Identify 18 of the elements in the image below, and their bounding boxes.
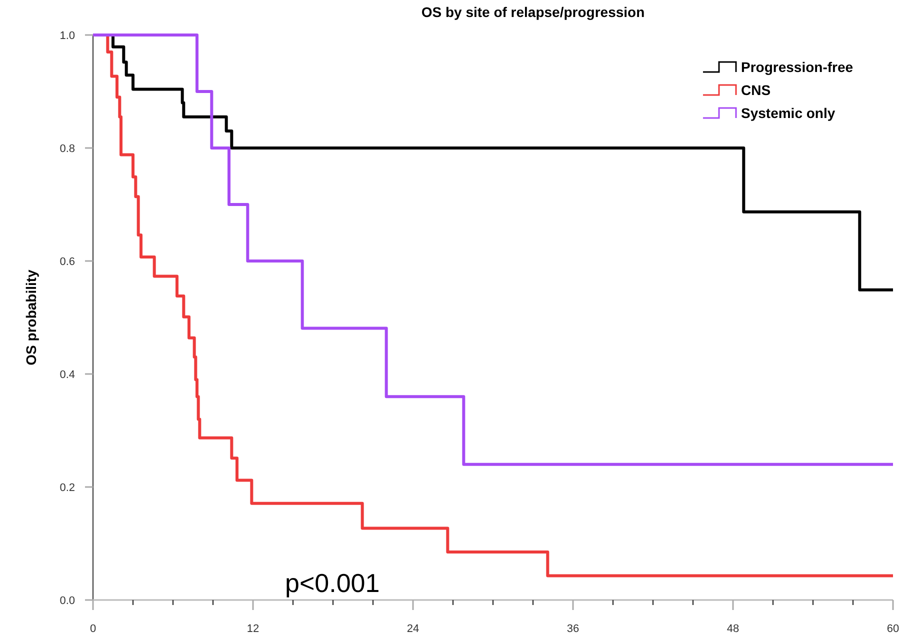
y-tick-label: 0.0 — [60, 595, 75, 607]
annotation: p<0.001 — [285, 568, 380, 598]
legend-label: CNS — [741, 82, 771, 98]
x-tick-label: 0 — [90, 623, 96, 635]
legend-label: Progression-free — [741, 59, 854, 75]
y-tick-label: 0.4 — [60, 369, 75, 381]
x-tick-label: 24 — [406, 623, 420, 635]
y-tick-label: 0.6 — [60, 256, 75, 268]
chart-title: OS by site of relapse/progression — [421, 4, 645, 20]
y-tick-label: 1.0 — [60, 30, 75, 42]
x-tick-label: 60 — [886, 623, 900, 635]
x-tick-label: 48 — [726, 623, 740, 635]
y-axis-title: OS probability — [23, 269, 39, 366]
y-tick-label: 0.2 — [60, 482, 75, 494]
legend-label: Systemic only — [741, 105, 836, 121]
x-tick-label: 36 — [566, 623, 580, 635]
y-tick-label: 0.8 — [60, 143, 75, 155]
x-tick-label: 12 — [246, 623, 260, 635]
